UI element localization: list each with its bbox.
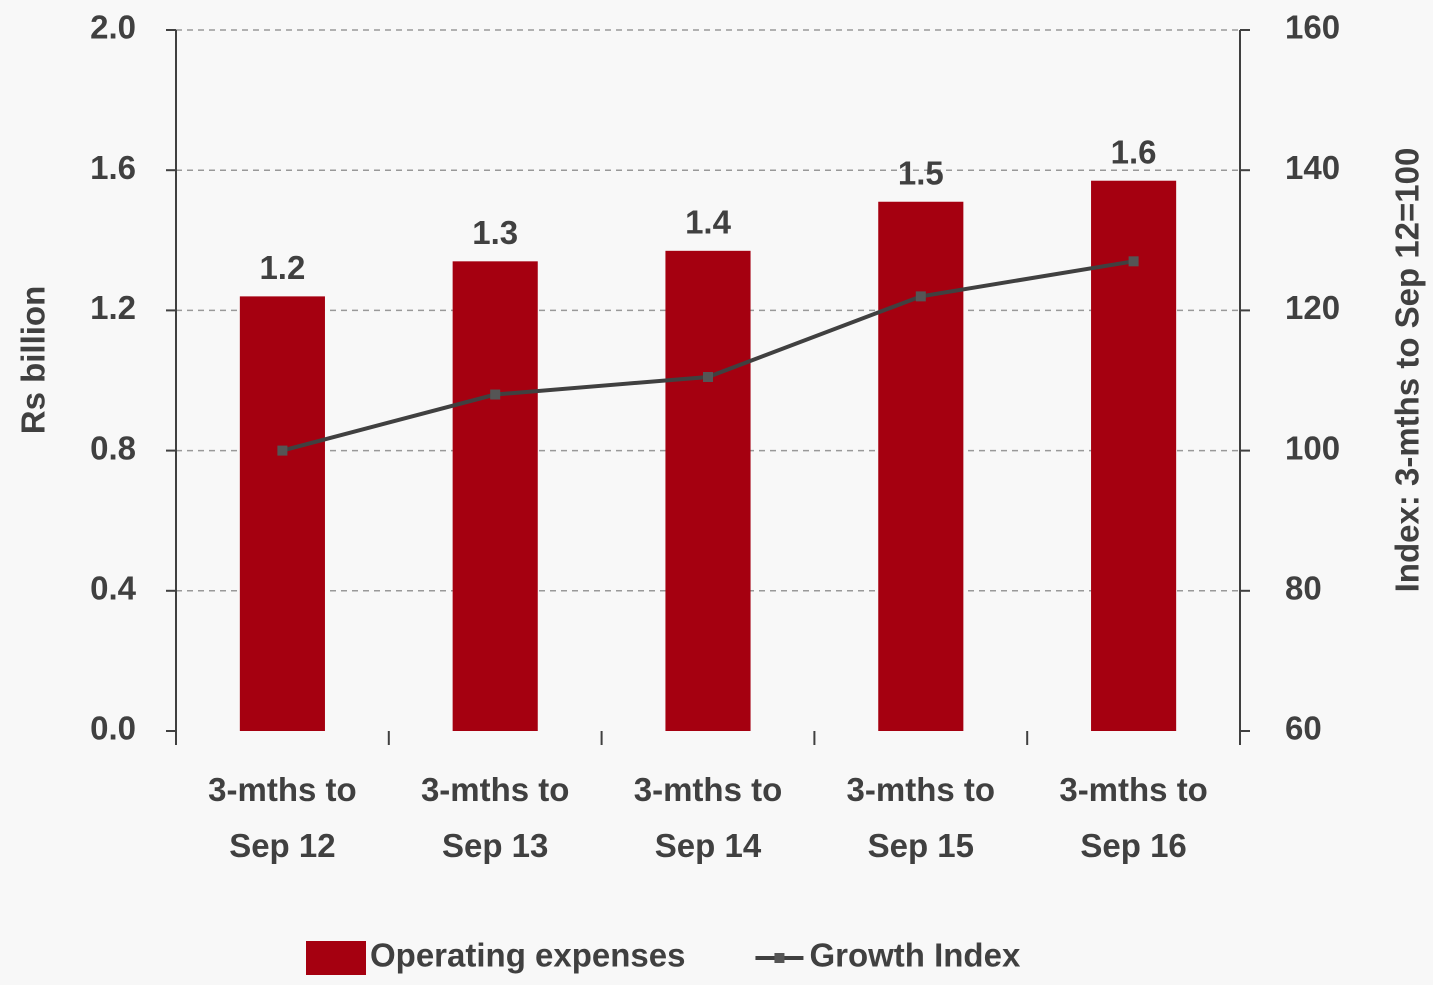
y2-tick-label: 80 xyxy=(1285,570,1322,607)
y-tick-label: 2.0 xyxy=(90,9,136,46)
legend-swatch xyxy=(306,941,366,975)
y2-tick-label: 60 xyxy=(1285,710,1322,747)
y-axis-label: Rs billion xyxy=(15,286,52,435)
y-tick-label: 0.8 xyxy=(90,429,136,466)
marker xyxy=(490,389,501,400)
marker xyxy=(277,445,288,456)
y2-tick-label: 160 xyxy=(1285,9,1340,46)
marker xyxy=(1128,256,1139,267)
legend-label: Growth Index xyxy=(809,937,1020,974)
marker xyxy=(703,371,713,382)
y2-tick-label: 100 xyxy=(1285,429,1340,466)
data-label: 1.5 xyxy=(898,154,944,191)
x-tick-label: 3-mths to Sep 16 xyxy=(1059,771,1208,864)
data-label: 1.4 xyxy=(685,204,732,241)
y-tick-label: 0.4 xyxy=(90,570,137,607)
y-tick-label: 1.2 xyxy=(90,289,136,326)
data-label: 1.2 xyxy=(259,249,305,286)
legend-label: Operating expenses xyxy=(370,937,685,974)
y2-tick-label: 140 xyxy=(1285,149,1340,186)
bar xyxy=(665,250,751,731)
data-label: 1.6 xyxy=(1111,133,1157,170)
bar xyxy=(452,261,538,731)
y2-axis-label: Index: 3-mths to Sep 12=100 xyxy=(1389,148,1426,593)
legend-swatch xyxy=(774,953,785,963)
x-tick-label: 3-mths to Sep 12 xyxy=(208,771,357,864)
x-tick-label: 3-mths to Sep 14 xyxy=(634,771,783,864)
y2-tick-label: 120 xyxy=(1285,289,1340,326)
marker xyxy=(915,291,926,302)
x-tick-label: 3-mths to Sep 13 xyxy=(421,771,570,864)
bar xyxy=(878,201,964,731)
bar xyxy=(1091,180,1177,732)
data-label: 1.3 xyxy=(472,214,518,251)
x-tick-label: 3-mths to Sep 15 xyxy=(847,771,996,864)
y-tick-label: 0.0 xyxy=(90,710,136,747)
bar xyxy=(239,296,325,731)
y-tick-label: 1.6 xyxy=(90,149,136,186)
